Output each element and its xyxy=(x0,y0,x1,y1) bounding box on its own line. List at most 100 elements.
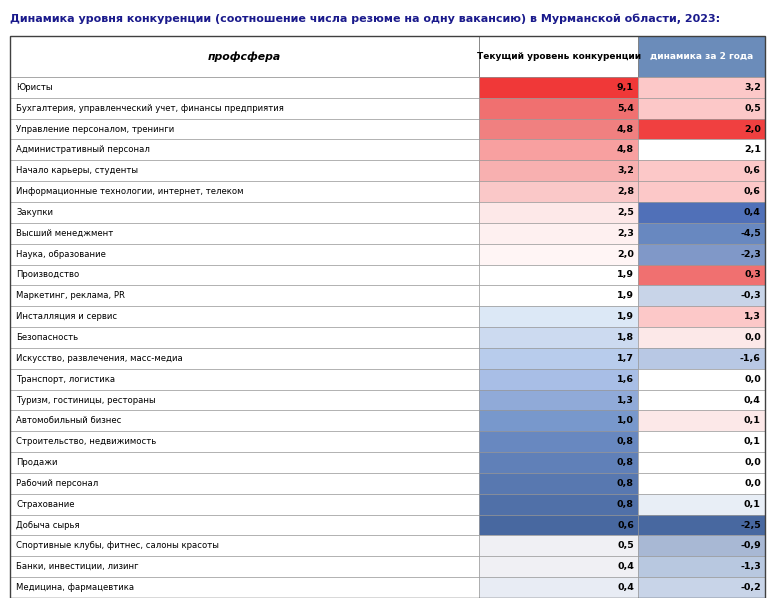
Bar xyxy=(638,389,765,410)
Bar xyxy=(10,118,480,139)
Text: 4,8: 4,8 xyxy=(617,145,634,154)
Bar xyxy=(480,118,638,139)
Text: 0,8: 0,8 xyxy=(617,479,634,488)
Text: 0,5: 0,5 xyxy=(618,541,634,550)
Bar xyxy=(638,494,765,515)
Bar xyxy=(10,452,480,473)
Bar xyxy=(638,98,765,118)
Bar xyxy=(480,181,638,202)
Text: Начало карьеры, студенты: Начало карьеры, студенты xyxy=(16,166,138,175)
Text: Административный персонал: Административный персонал xyxy=(16,145,150,154)
Bar xyxy=(10,410,480,431)
Bar xyxy=(480,473,638,494)
Text: -2,3: -2,3 xyxy=(740,249,761,258)
Text: Маркетинг, реклама, PR: Маркетинг, реклама, PR xyxy=(16,291,126,300)
Text: Производство: Производство xyxy=(16,270,79,279)
Text: профсфера: профсфера xyxy=(208,51,281,62)
Bar xyxy=(638,36,765,77)
Bar xyxy=(10,348,480,369)
Bar xyxy=(10,473,480,494)
Bar xyxy=(480,327,638,348)
Bar xyxy=(480,389,638,410)
Text: 0,0: 0,0 xyxy=(744,375,761,384)
Bar xyxy=(480,577,638,598)
Bar xyxy=(480,348,638,369)
Text: Безопасность: Безопасность xyxy=(16,333,79,342)
Bar xyxy=(480,494,638,515)
Text: 1,3: 1,3 xyxy=(617,395,634,404)
Text: 1,0: 1,0 xyxy=(617,416,634,425)
Bar xyxy=(638,202,765,223)
Text: 1,8: 1,8 xyxy=(617,333,634,342)
Text: Наука, образование: Наука, образование xyxy=(16,249,106,258)
Bar xyxy=(638,348,765,369)
Text: 1,9: 1,9 xyxy=(617,291,634,300)
Bar xyxy=(480,431,638,452)
Text: 9,1: 9,1 xyxy=(617,83,634,92)
Text: 1,7: 1,7 xyxy=(617,354,634,363)
Bar xyxy=(480,264,638,285)
Bar xyxy=(480,285,638,306)
Bar xyxy=(638,452,765,473)
Text: 0,4: 0,4 xyxy=(617,583,634,592)
Text: -1,3: -1,3 xyxy=(740,562,761,571)
Text: -0,3: -0,3 xyxy=(740,291,761,300)
Text: 0,8: 0,8 xyxy=(617,437,634,446)
Text: 0,1: 0,1 xyxy=(744,416,761,425)
Text: Инсталляция и сервис: Инсталляция и сервис xyxy=(16,312,117,321)
Bar xyxy=(480,244,638,264)
Text: Динамика уровня конкуренции (соотношение числа резюме на одну вакансию) в Мурман: Динамика уровня конкуренции (соотношение… xyxy=(10,13,720,24)
Bar xyxy=(480,369,638,389)
Text: 2,0: 2,0 xyxy=(744,124,761,133)
Text: Банки, инвестиции, лизинг: Банки, инвестиции, лизинг xyxy=(16,562,139,571)
Text: Продажи: Продажи xyxy=(16,458,58,467)
Bar xyxy=(638,160,765,181)
Text: Транспорт, логистика: Транспорт, логистика xyxy=(16,375,116,384)
Bar xyxy=(480,139,638,160)
Bar xyxy=(638,577,765,598)
Bar xyxy=(10,264,480,285)
Text: 0,0: 0,0 xyxy=(744,479,761,488)
Text: Туризм, гостиницы, рестораны: Туризм, гостиницы, рестораны xyxy=(16,395,156,404)
Text: 0,4: 0,4 xyxy=(744,395,761,404)
Bar xyxy=(638,535,765,556)
Text: 2,8: 2,8 xyxy=(617,187,634,196)
Text: динамика за 2 года: динамика за 2 года xyxy=(650,52,753,61)
Bar xyxy=(10,139,480,160)
Bar xyxy=(480,410,638,431)
Text: 2,3: 2,3 xyxy=(617,229,634,238)
Text: 0,1: 0,1 xyxy=(744,500,761,509)
Bar xyxy=(10,223,480,244)
Text: 1,9: 1,9 xyxy=(617,312,634,321)
Bar xyxy=(10,306,480,327)
Bar xyxy=(638,118,765,139)
Text: 2,1: 2,1 xyxy=(744,145,761,154)
Bar xyxy=(480,202,638,223)
Bar xyxy=(480,556,638,577)
Bar xyxy=(638,410,765,431)
Text: -2,5: -2,5 xyxy=(740,520,761,530)
Text: 1,9: 1,9 xyxy=(617,270,634,279)
Text: 0,0: 0,0 xyxy=(744,458,761,467)
Text: 0,4: 0,4 xyxy=(744,208,761,217)
Text: 0,3: 0,3 xyxy=(744,270,761,279)
Bar xyxy=(10,77,480,98)
Bar xyxy=(10,36,480,77)
Bar xyxy=(638,139,765,160)
Text: Текущий уровень конкуренции: Текущий уровень конкуренции xyxy=(477,52,641,61)
Text: 0,8: 0,8 xyxy=(617,500,634,509)
Text: 1,3: 1,3 xyxy=(744,312,761,321)
Bar xyxy=(480,535,638,556)
Bar xyxy=(10,327,480,348)
Text: 0,8: 0,8 xyxy=(617,458,634,467)
Bar xyxy=(638,369,765,389)
Bar xyxy=(638,244,765,264)
Bar xyxy=(638,556,765,577)
Bar xyxy=(10,556,480,577)
Bar xyxy=(10,181,480,202)
Text: Автомобильный бизнес: Автомобильный бизнес xyxy=(16,416,122,425)
Bar xyxy=(480,36,638,77)
Text: Добыча сырья: Добыча сырья xyxy=(16,520,80,530)
Bar xyxy=(480,160,638,181)
Text: 0,1: 0,1 xyxy=(744,437,761,446)
